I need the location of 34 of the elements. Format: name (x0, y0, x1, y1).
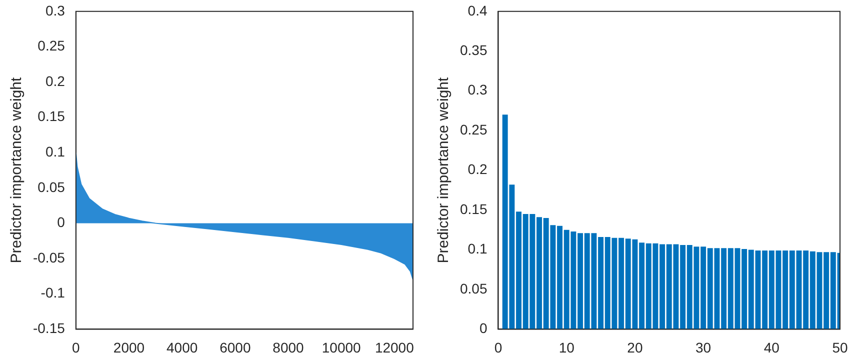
x-tick-label: 10000 (322, 339, 362, 356)
y-tick-label: -0.1 (40, 284, 66, 301)
x-tick-label: 20 (627, 339, 643, 356)
y-tick-label: 0.15 (460, 200, 488, 217)
y-tick-label: 0.2 (468, 161, 488, 178)
x-tick-label: 10 (558, 339, 575, 356)
x-tick-label: 2000 (113, 339, 145, 356)
y-tick-label: 0.1 (468, 240, 488, 257)
x-tick-label: 12000 (374, 339, 414, 356)
x-tick-label: 30 (696, 339, 712, 356)
y-tick-label: 0.3 (468, 82, 488, 98)
y-tick-label: 0.2 (45, 72, 66, 89)
y-tick-label: 0.35 (460, 42, 488, 58)
y-tick-label: 0.05 (38, 178, 66, 195)
y-tick-label: -0.05 (32, 249, 66, 266)
y-tick-label: 0.4 (468, 2, 488, 18)
x-tick-label: 4000 (166, 339, 198, 356)
y-tick-label: 0 (57, 214, 66, 230)
x-tick-label: 0 (72, 339, 80, 356)
x-tick-label: 40 (764, 339, 780, 356)
x-tick-label: 8000 (272, 339, 304, 356)
y-tick-label: 0 (479, 320, 488, 336)
y-tick-label: 0.15 (38, 108, 66, 124)
y-tick-label: 0.3 (45, 2, 66, 18)
y-axis-title: Predictor importance weight (8, 76, 26, 264)
x-tick-label: 50 (832, 339, 848, 356)
y-tick-label: 0.25 (460, 121, 488, 138)
x-tick-label: 6000 (220, 339, 251, 356)
y-tick-label: 0.05 (460, 280, 488, 296)
x-tick-label: 0 (494, 339, 502, 356)
y-tick-label: -0.15 (32, 320, 66, 336)
y-tick-label: 0.1 (45, 144, 66, 160)
y-axis-title: Predictor importance weight (435, 76, 452, 264)
y-tick-label: 0.25 (38, 38, 66, 54)
